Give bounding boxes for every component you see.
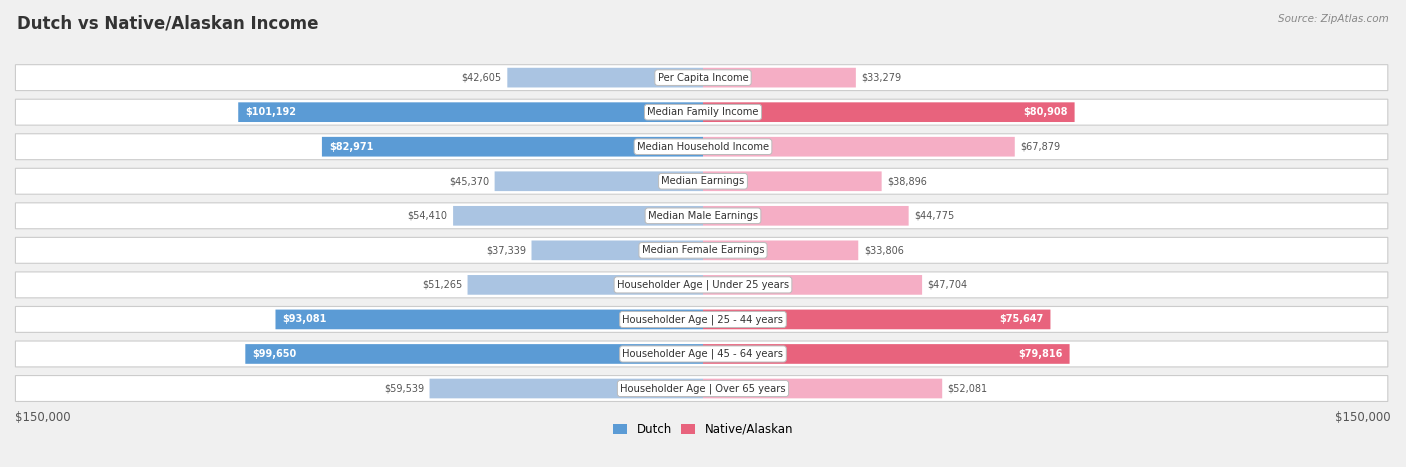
Text: $38,896: $38,896 [887,176,927,186]
Text: Median Household Income: Median Household Income [637,142,769,152]
FancyBboxPatch shape [703,68,856,87]
Text: $44,775: $44,775 [914,211,955,221]
FancyBboxPatch shape [703,171,882,191]
FancyBboxPatch shape [245,344,703,364]
Text: $33,279: $33,279 [862,73,901,83]
Text: Median Earnings: Median Earnings [661,176,745,186]
FancyBboxPatch shape [15,341,1388,367]
Text: $51,265: $51,265 [422,280,463,290]
FancyBboxPatch shape [322,137,703,156]
Text: $59,539: $59,539 [384,383,425,394]
FancyBboxPatch shape [495,171,703,191]
Text: $67,879: $67,879 [1021,142,1060,152]
FancyBboxPatch shape [15,375,1388,402]
FancyBboxPatch shape [703,137,1015,156]
FancyBboxPatch shape [15,64,1388,91]
Text: $37,339: $37,339 [486,245,526,255]
Text: Householder Age | 25 - 44 years: Householder Age | 25 - 44 years [623,314,783,325]
Text: Per Capita Income: Per Capita Income [658,73,748,83]
Text: $42,605: $42,605 [461,73,502,83]
Text: $75,647: $75,647 [1000,314,1043,325]
FancyBboxPatch shape [508,68,703,87]
Legend: Dutch, Native/Alaskan: Dutch, Native/Alaskan [607,418,799,440]
Text: Source: ZipAtlas.com: Source: ZipAtlas.com [1278,14,1389,24]
Text: $99,650: $99,650 [252,349,297,359]
Text: $52,081: $52,081 [948,383,988,394]
Text: Householder Age | Over 65 years: Householder Age | Over 65 years [620,383,786,394]
FancyBboxPatch shape [15,203,1388,229]
Text: Median Family Income: Median Family Income [647,107,759,117]
Text: Householder Age | Under 25 years: Householder Age | Under 25 years [617,280,789,290]
FancyBboxPatch shape [703,310,1050,329]
Text: Dutch vs Native/Alaskan Income: Dutch vs Native/Alaskan Income [17,14,318,32]
Text: Median Male Earnings: Median Male Earnings [648,211,758,221]
FancyBboxPatch shape [15,134,1388,160]
FancyBboxPatch shape [703,102,1074,122]
FancyBboxPatch shape [703,241,858,260]
Text: $80,908: $80,908 [1024,107,1067,117]
Text: $93,081: $93,081 [283,314,326,325]
Text: $79,816: $79,816 [1018,349,1063,359]
FancyBboxPatch shape [703,379,942,398]
FancyBboxPatch shape [15,168,1388,194]
FancyBboxPatch shape [468,275,703,295]
Text: $82,971: $82,971 [329,142,373,152]
FancyBboxPatch shape [276,310,703,329]
FancyBboxPatch shape [15,99,1388,125]
FancyBboxPatch shape [15,272,1388,298]
FancyBboxPatch shape [238,102,703,122]
FancyBboxPatch shape [453,206,703,226]
FancyBboxPatch shape [703,344,1070,364]
FancyBboxPatch shape [703,275,922,295]
Text: $54,410: $54,410 [408,211,447,221]
Text: Median Female Earnings: Median Female Earnings [641,245,765,255]
FancyBboxPatch shape [430,379,703,398]
FancyBboxPatch shape [15,237,1388,263]
Text: Householder Age | 45 - 64 years: Householder Age | 45 - 64 years [623,349,783,359]
Text: $33,806: $33,806 [863,245,904,255]
Text: $150,000: $150,000 [1334,411,1391,424]
FancyBboxPatch shape [703,206,908,226]
FancyBboxPatch shape [531,241,703,260]
Text: $150,000: $150,000 [15,411,72,424]
Text: $101,192: $101,192 [245,107,297,117]
FancyBboxPatch shape [15,306,1388,333]
Text: $45,370: $45,370 [449,176,489,186]
Text: $47,704: $47,704 [928,280,967,290]
